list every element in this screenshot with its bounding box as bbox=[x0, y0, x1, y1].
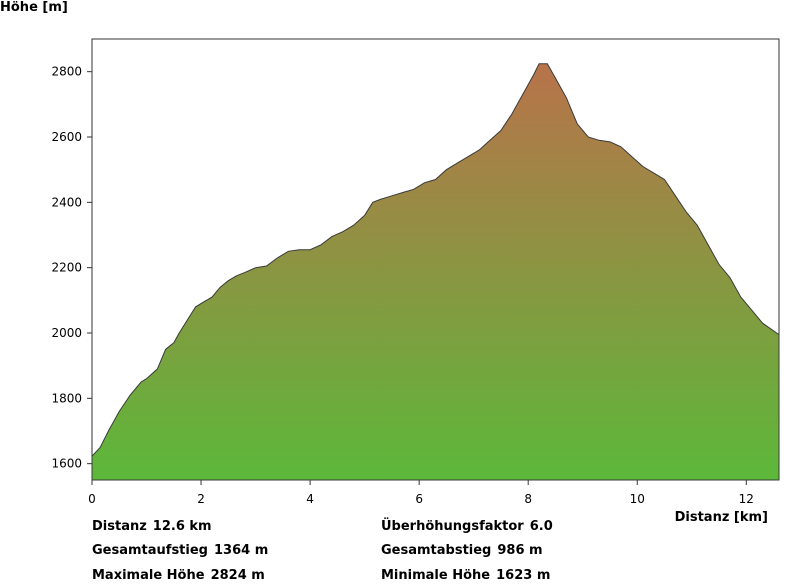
stat-total-descent: Gesamtabstieg 986 m bbox=[381, 543, 543, 558]
x-tick-label: 2 bbox=[197, 492, 205, 506]
stat-label: Gesamtaufstieg bbox=[92, 543, 208, 558]
stat-value: 986 m bbox=[497, 543, 543, 558]
y-tick-label: 2400 bbox=[51, 195, 82, 209]
stat-value: 1623 m bbox=[496, 568, 551, 583]
stat-label: Gesamtabstieg bbox=[381, 543, 492, 558]
stat-value: 6.0 bbox=[529, 519, 553, 534]
stat-distance: Distanz 12.6 km bbox=[92, 519, 212, 534]
stat-label: Überhöhungsfaktor bbox=[381, 519, 524, 534]
stat-total-ascent: Gesamtaufstieg 1364 m bbox=[92, 543, 268, 558]
stat-value: 12.6 km bbox=[152, 519, 212, 534]
stat-exaggeration: Überhöhungsfaktor 6.0 bbox=[381, 519, 553, 534]
stat-label: Minimale Höhe bbox=[381, 568, 491, 583]
stat-value: 1364 m bbox=[213, 543, 269, 558]
x-tick-label: 6 bbox=[415, 492, 423, 506]
x-tick-label: 12 bbox=[739, 492, 754, 506]
stat-label: Distanz bbox=[92, 519, 147, 534]
elevation-area bbox=[91, 63, 780, 481]
stat-value: 2824 m bbox=[210, 568, 265, 583]
stat-min-elevation: Minimale Höhe 1623 m bbox=[381, 568, 550, 583]
y-tick-label: 1800 bbox=[51, 391, 82, 405]
y-tick-label: 2000 bbox=[51, 326, 82, 340]
y-tick-label: 2200 bbox=[51, 261, 82, 275]
stat-label: Maximale Höhe bbox=[92, 568, 205, 583]
x-tick-label: 4 bbox=[306, 492, 314, 506]
y-tick-label: 1600 bbox=[51, 457, 82, 471]
stat-max-elevation: Maximale Höhe 2824 m bbox=[92, 568, 265, 583]
y-tick-label: 2600 bbox=[51, 130, 82, 144]
x-axis-label: Distanz [km] bbox=[674, 510, 768, 525]
x-tick-label: 8 bbox=[524, 492, 532, 506]
x-tick-label: 0 bbox=[88, 492, 96, 506]
x-tick-label: 10 bbox=[630, 492, 645, 506]
y-tick-label: 2800 bbox=[51, 65, 82, 79]
y-axis-label: Höhe [m] bbox=[0, 0, 68, 15]
